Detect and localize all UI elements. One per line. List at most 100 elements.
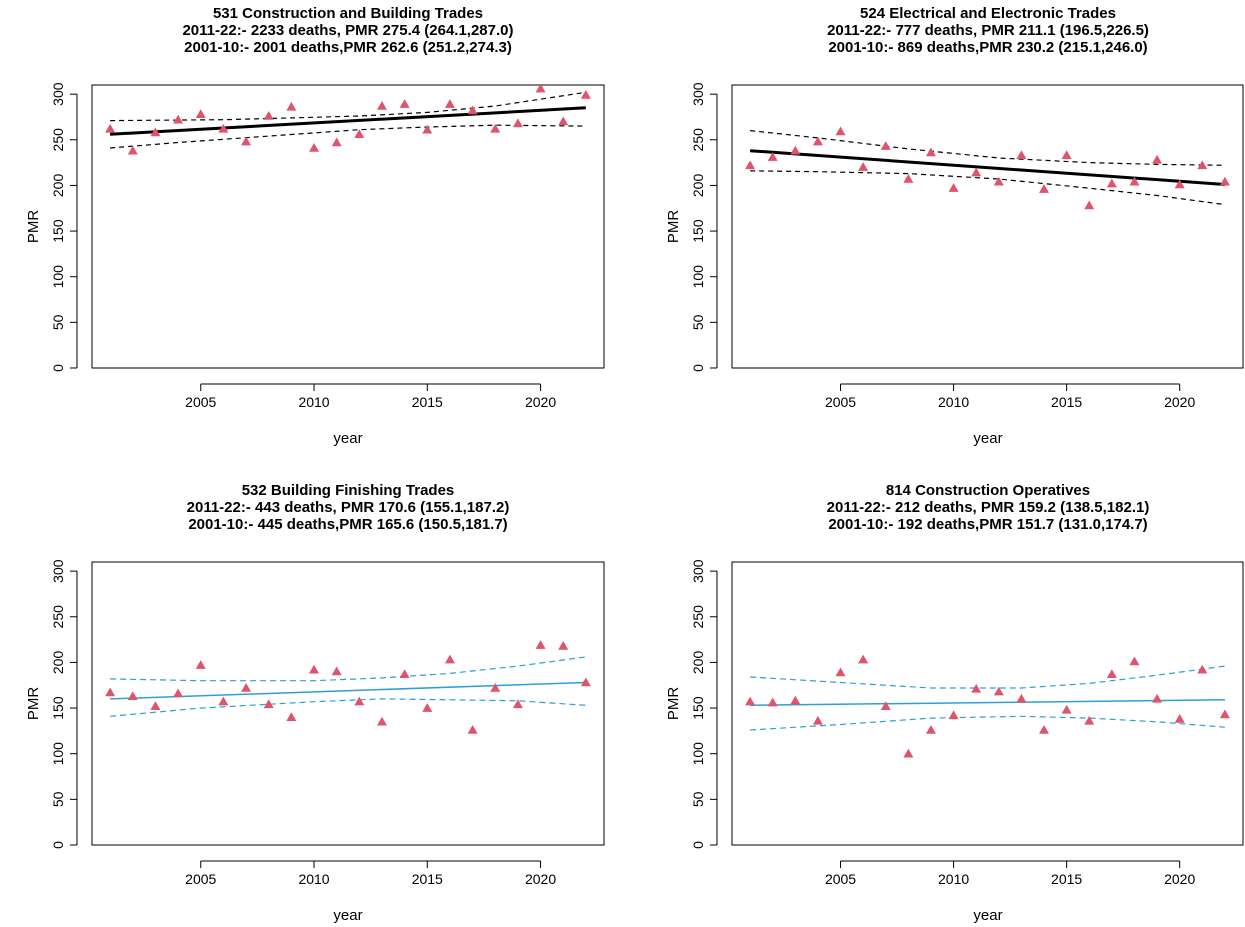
data-point (218, 696, 229, 706)
data-point (1016, 693, 1027, 703)
y-tick-label: 300 (690, 82, 706, 106)
data-point (127, 145, 138, 155)
data-point (376, 716, 387, 726)
data-point (1197, 160, 1208, 170)
data-point (1152, 693, 1163, 703)
data-point (105, 123, 116, 133)
data-point (331, 666, 342, 676)
data-point (1129, 176, 1140, 186)
data-point (745, 160, 756, 170)
data-point (309, 142, 320, 152)
data-point (376, 100, 387, 110)
data-point (535, 640, 546, 649)
x-tick-label: 2015 (412, 394, 443, 410)
chart-title-line-1: 531 Construction and Building Trades (213, 5, 483, 22)
y-tick-label: 300 (690, 559, 706, 583)
data-point (354, 129, 365, 139)
x-axis-title: year (333, 430, 362, 447)
y-tick-label: 50 (690, 791, 706, 807)
ci-upper-line (110, 656, 586, 682)
x-tick-label: 2010 (938, 394, 969, 410)
y-tick-label: 300 (50, 82, 66, 106)
data-point (444, 654, 455, 664)
y-tick-label: 100 (690, 742, 706, 766)
data-point (790, 695, 801, 705)
ci-upper-line (750, 665, 1225, 689)
y-tick-label: 200 (50, 174, 66, 198)
x-tick-label: 2005 (825, 871, 856, 887)
plot-frame (731, 84, 1244, 369)
ci-lower-line (750, 170, 1225, 206)
data-point (971, 167, 982, 177)
data-point (241, 136, 252, 146)
data-point (535, 83, 546, 93)
ci-lower-line (110, 124, 586, 149)
data-point (173, 114, 184, 124)
x-tick-label: 2015 (1051, 394, 1082, 410)
data-point (127, 691, 138, 700)
data-point (993, 176, 1004, 186)
x-tick-label: 2005 (185, 871, 216, 887)
data-point (1016, 150, 1027, 160)
y-axis-title: PMR (665, 687, 682, 721)
data-point (1174, 179, 1185, 189)
plot-frame (91, 84, 605, 369)
data-point (218, 123, 229, 133)
data-point (971, 683, 982, 693)
data-point (422, 124, 433, 134)
chart-panel-2: 524 Electrical and Electronic Trades2011… (665, 5, 1244, 447)
data-point (1219, 176, 1230, 186)
data-point (1197, 664, 1208, 674)
data-point (263, 111, 274, 120)
y-tick-label: 150 (690, 219, 706, 243)
data-point (993, 686, 1004, 696)
y-axis-title: PMR (665, 210, 682, 244)
data-point (241, 682, 252, 692)
x-tick-label: 2005 (825, 394, 856, 410)
data-point (835, 667, 846, 677)
chart-title-line-3: 2001-10:- 192 deaths,PMR 151.7 (131.0,17… (828, 516, 1147, 533)
data-point (444, 99, 455, 108)
chart-title-line-1: 532 Building Finishing Trades (242, 482, 455, 499)
data-point (1106, 178, 1117, 188)
data-point (948, 710, 959, 720)
y-tick-label: 100 (50, 742, 66, 766)
data-point (467, 105, 478, 115)
chart-title-line-3: 2001-10:- 445 deaths,PMR 165.6 (150.5,18… (188, 516, 507, 533)
data-point (558, 116, 569, 126)
y-tick-label: 50 (50, 791, 66, 807)
data-point (1039, 184, 1050, 193)
x-tick-label: 2020 (1164, 871, 1195, 887)
y-tick-label: 200 (690, 174, 706, 198)
data-point (580, 677, 591, 687)
x-tick-label: 2010 (298, 871, 329, 887)
y-axis-title: PMR (25, 210, 42, 244)
data-point (1039, 724, 1050, 734)
data-point (880, 701, 891, 710)
y-tick-label: 150 (690, 696, 706, 720)
ci-upper-line (750, 130, 1225, 166)
x-axis-title: year (973, 430, 1002, 447)
x-tick-label: 2020 (1164, 394, 1195, 410)
data-point (903, 748, 914, 758)
data-point (354, 696, 365, 706)
y-tick-label: 100 (50, 265, 66, 289)
data-point (558, 640, 569, 650)
data-point (195, 109, 206, 118)
x-axis-title: year (333, 907, 362, 924)
x-tick-label: 2015 (412, 871, 443, 887)
ci-lower-line (110, 698, 586, 717)
data-point (1106, 669, 1117, 679)
x-tick-label: 2020 (525, 871, 556, 887)
chart-title-line-3: 2001-10:- 869 deaths,PMR 230.2 (215.1,24… (828, 39, 1147, 56)
data-point (812, 715, 823, 725)
y-tick-label: 0 (50, 841, 66, 849)
data-point (309, 664, 320, 674)
data-point (580, 90, 591, 99)
y-tick-label: 200 (50, 651, 66, 675)
data-point (512, 699, 523, 709)
data-point (745, 696, 756, 706)
